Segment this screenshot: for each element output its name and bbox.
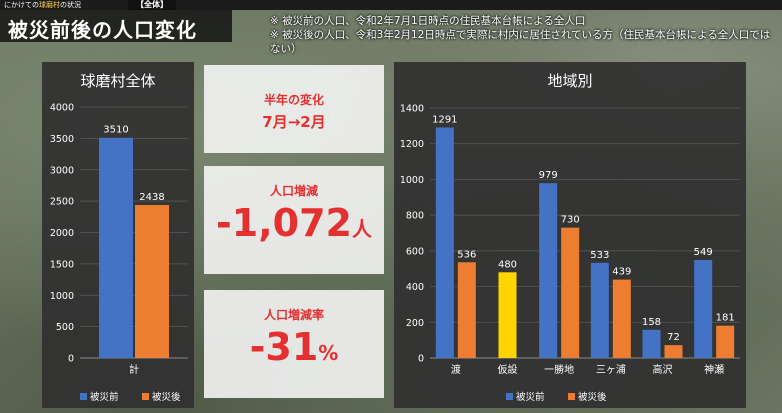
bar-after: [664, 345, 683, 358]
overall-chart: 0 500 1000 1500 2000 2500 3000 3500 4000 3510 2438…: [50, 103, 188, 403]
data-label: 730: [561, 215, 580, 226]
legend-swatch: [142, 393, 149, 400]
y-tick-label: 400: [406, 282, 424, 293]
legend-swatch: [80, 393, 87, 400]
x-tick-label: 神瀬: [704, 363, 724, 376]
change-card: 人口増減 -1,072人: [204, 166, 384, 274]
bar-before: [539, 183, 558, 358]
rate-value-row: -31%: [204, 325, 384, 369]
overall-chart-title: 球磨村全体: [80, 72, 156, 90]
legend-label: 被災前: [90, 391, 119, 403]
area-chart: 0 200 400 600 800 1000 1200 1400 1291 536 渡 480 仮設 97…: [400, 104, 740, 403]
rate-unit: %: [318, 341, 339, 365]
bar-after: [498, 272, 517, 358]
y-tick-label: 600: [406, 246, 424, 257]
legend-label: 被災前: [516, 391, 545, 403]
x-tick-label: 高沢: [653, 363, 673, 376]
period-card: 半年の変化 7月→2月: [204, 65, 384, 153]
data-label: 549: [694, 247, 713, 258]
bar-after: [716, 325, 735, 358]
y-tick-label: 2500: [50, 197, 74, 208]
overall-chart-panel: 球磨村全体 0 500 1000 1500 2000 2500 3000 3500 4000 35…: [42, 62, 194, 408]
rate-value: -31: [249, 325, 319, 369]
y-tick-label: 1000: [400, 175, 424, 186]
y-tick-label: 800: [406, 211, 424, 222]
bar-before: [435, 127, 454, 358]
data-label: 439: [612, 267, 631, 278]
breadcrumb: にかけての球磨村の状況: [4, 1, 81, 9]
section-tag: 【全体】: [128, 0, 176, 10]
change-value-row: -1,072人: [204, 201, 384, 245]
bar-before: [590, 262, 609, 358]
data-label: 536: [457, 249, 476, 260]
x-tick-label: 計: [129, 363, 139, 376]
data-label: 158: [642, 317, 661, 328]
x-tick-label: 渡: [451, 363, 461, 376]
bar-after: [561, 227, 580, 358]
y-tick-label: 1400: [400, 104, 424, 115]
note-before: ※ 被災前の人口、令和2年7月1日時点の住民基本台帳による全人口: [270, 15, 586, 27]
bar-after: [135, 205, 169, 358]
top-bar: にかけての球磨村の状況 【全体】: [0, 0, 782, 10]
area-chart-panel: 地域別 0 200 400 600 800 1000 1200 1400 1291 536 渡 480…: [394, 62, 746, 408]
bar-before: [694, 259, 713, 358]
y-tick-label: 0: [418, 354, 424, 365]
y-tick-label: 200: [406, 318, 424, 329]
bar-before: [99, 137, 133, 358]
notes: ※ 被災前の人口、令和2年7月1日時点の住民基本台帳による全人口 ※ 被災後の人…: [270, 14, 775, 56]
data-label: 2438: [139, 192, 164, 203]
change-unit: 人: [351, 217, 372, 241]
page-title: 被災前後の人口変化: [8, 18, 197, 42]
y-tick-label: 0: [68, 354, 74, 365]
x-tick-label: 一勝地: [544, 363, 574, 376]
legend-swatch: [568, 393, 575, 400]
bar-before: [642, 329, 661, 358]
title-band: [0, 10, 232, 42]
legend-swatch: [506, 393, 513, 400]
y-tick-label: 500: [56, 322, 74, 333]
x-tick-label: 三ヶ浦: [596, 363, 626, 376]
area-chart-title: 地域別: [547, 72, 593, 90]
y-tick-label: 3500: [50, 134, 74, 145]
change-label: 人口増減: [269, 184, 318, 198]
rate-card: 人口増減率 -31%: [204, 290, 384, 398]
period-value: 7月→2月: [262, 113, 326, 131]
bar-after: [457, 262, 476, 358]
legend-label: 被災後: [152, 391, 181, 403]
legend-label: 被災後: [578, 391, 607, 403]
change-value: -1,072: [216, 201, 352, 245]
data-label: 480: [498, 259, 517, 270]
y-tick-label: 1500: [50, 259, 74, 270]
data-label: 1291: [432, 114, 457, 125]
data-label: 533: [590, 250, 609, 261]
data-label: 72: [667, 332, 680, 343]
y-tick-label: 1000: [50, 291, 74, 302]
y-tick-label: 2000: [50, 228, 74, 239]
bar-after: [612, 279, 631, 358]
note-after: ※ 被災後の人口、令和3年2月12日時点で実際に村内に居住されている方（住民基本…: [270, 29, 771, 55]
data-label: 181: [716, 313, 735, 324]
data-label: 3510: [103, 125, 128, 136]
y-tick-label: 4000: [50, 103, 74, 114]
data-label: 979: [539, 170, 558, 181]
period-label: 半年の変化: [263, 93, 324, 107]
rate-label: 人口増減率: [263, 308, 324, 322]
y-tick-label: 3000: [50, 165, 74, 176]
y-tick-label: 1200: [400, 139, 424, 150]
x-tick-label: 仮設: [498, 363, 518, 376]
